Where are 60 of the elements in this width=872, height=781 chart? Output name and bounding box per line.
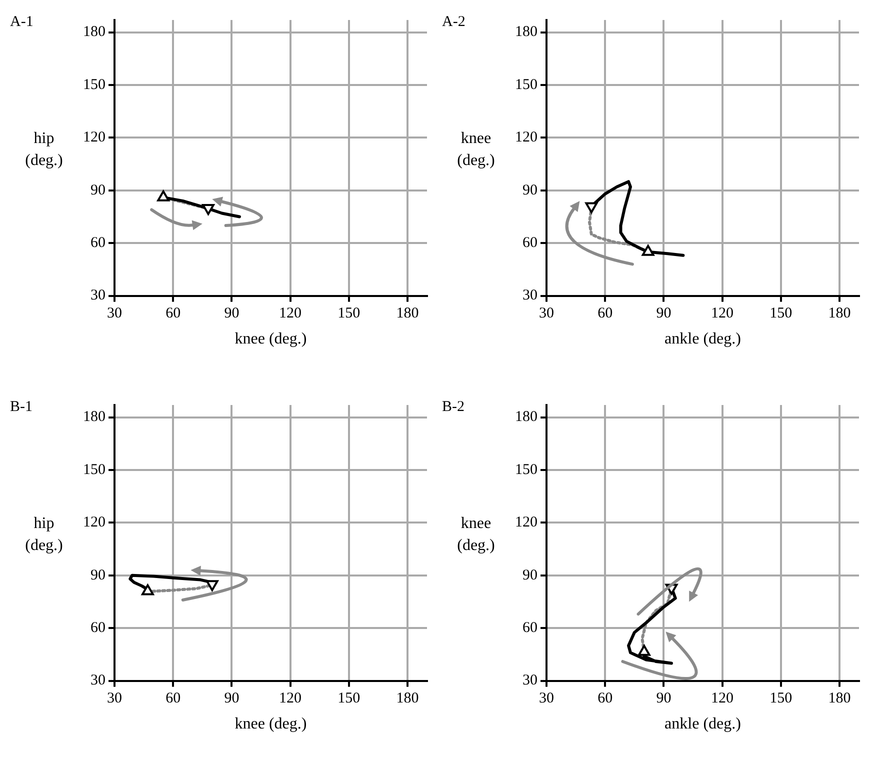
x-tick-label: 180 bbox=[828, 306, 851, 322]
x-tick-label: 90 bbox=[656, 306, 672, 322]
y-tick-label: 60 bbox=[522, 235, 538, 252]
y-tick-label: 60 bbox=[90, 620, 106, 636]
x-tick-label: 150 bbox=[338, 306, 360, 322]
y-axis-title: knee (deg.) bbox=[456, 129, 496, 171]
x-tick-label: 120 bbox=[711, 306, 734, 322]
x-tick-label: 90 bbox=[224, 306, 240, 322]
y-axis-title: hip (deg.) bbox=[24, 514, 64, 556]
y-tick-label: 150 bbox=[83, 76, 106, 93]
x-tick-label: 180 bbox=[396, 306, 419, 322]
x-axis-title: knee (deg.) bbox=[234, 716, 307, 733]
chart-title: A-2 bbox=[442, 14, 466, 31]
x-tick-label: 30 bbox=[107, 306, 122, 322]
y-axis-title: hip (deg.) bbox=[24, 129, 64, 171]
chart-title: B-1 bbox=[10, 399, 32, 416]
x-tick-label: 60 bbox=[166, 306, 181, 322]
chart-title: A-1 bbox=[10, 14, 34, 31]
y-tick-label: 60 bbox=[522, 620, 538, 636]
x-tick-label: 120 bbox=[711, 690, 734, 707]
y-tick-label: 30 bbox=[90, 288, 106, 304]
y-tick-label: 30 bbox=[522, 672, 538, 689]
y-tick-label: 90 bbox=[522, 567, 538, 584]
y-tick-label: 90 bbox=[90, 182, 106, 198]
y-tick-label: 180 bbox=[83, 409, 106, 426]
x-tick-label: 180 bbox=[828, 690, 851, 707]
x-axis-title: ankle (deg.) bbox=[664, 716, 741, 733]
x-tick-label: 60 bbox=[598, 306, 613, 322]
y-tick-label: 120 bbox=[83, 130, 106, 146]
x-tick-label: 120 bbox=[279, 306, 302, 322]
x-tick-label: 120 bbox=[279, 690, 302, 707]
y-tick-label: 150 bbox=[515, 76, 538, 93]
y-tick-label: 60 bbox=[90, 235, 106, 252]
x-tick-label: 180 bbox=[396, 690, 419, 707]
x-tick-label: 60 bbox=[166, 690, 181, 707]
y-tick-label: 120 bbox=[515, 130, 538, 146]
y-axis-title: knee (deg.) bbox=[456, 514, 496, 556]
x-tick-label: 60 bbox=[598, 690, 613, 707]
x-tick-label: 30 bbox=[107, 690, 122, 707]
x-axis-title: ankle (deg.) bbox=[664, 330, 741, 348]
x-tick-label: 150 bbox=[770, 690, 792, 707]
y-tick-label: 30 bbox=[522, 288, 538, 304]
chart-title: B-2 bbox=[442, 399, 464, 416]
x-tick-label: 90 bbox=[656, 690, 672, 707]
y-tick-label: 150 bbox=[83, 462, 106, 478]
x-tick-label: 30 bbox=[539, 690, 554, 707]
x-tick-label: 150 bbox=[770, 306, 792, 322]
y-tick-label: 180 bbox=[515, 24, 538, 40]
y-tick-label: 180 bbox=[515, 409, 538, 426]
x-tick-label: 30 bbox=[539, 306, 554, 322]
y-tick-label: 120 bbox=[515, 514, 538, 531]
y-tick-label: 120 bbox=[83, 514, 106, 531]
y-tick-label: 90 bbox=[90, 567, 106, 584]
x-tick-label: 90 bbox=[224, 690, 240, 707]
y-tick-label: 150 bbox=[515, 462, 538, 478]
y-tick-label: 30 bbox=[90, 672, 106, 689]
y-tick-label: 180 bbox=[83, 24, 106, 40]
y-tick-label: 90 bbox=[522, 182, 538, 198]
x-axis-title: knee (deg.) bbox=[234, 330, 307, 348]
x-tick-label: 150 bbox=[338, 690, 360, 707]
